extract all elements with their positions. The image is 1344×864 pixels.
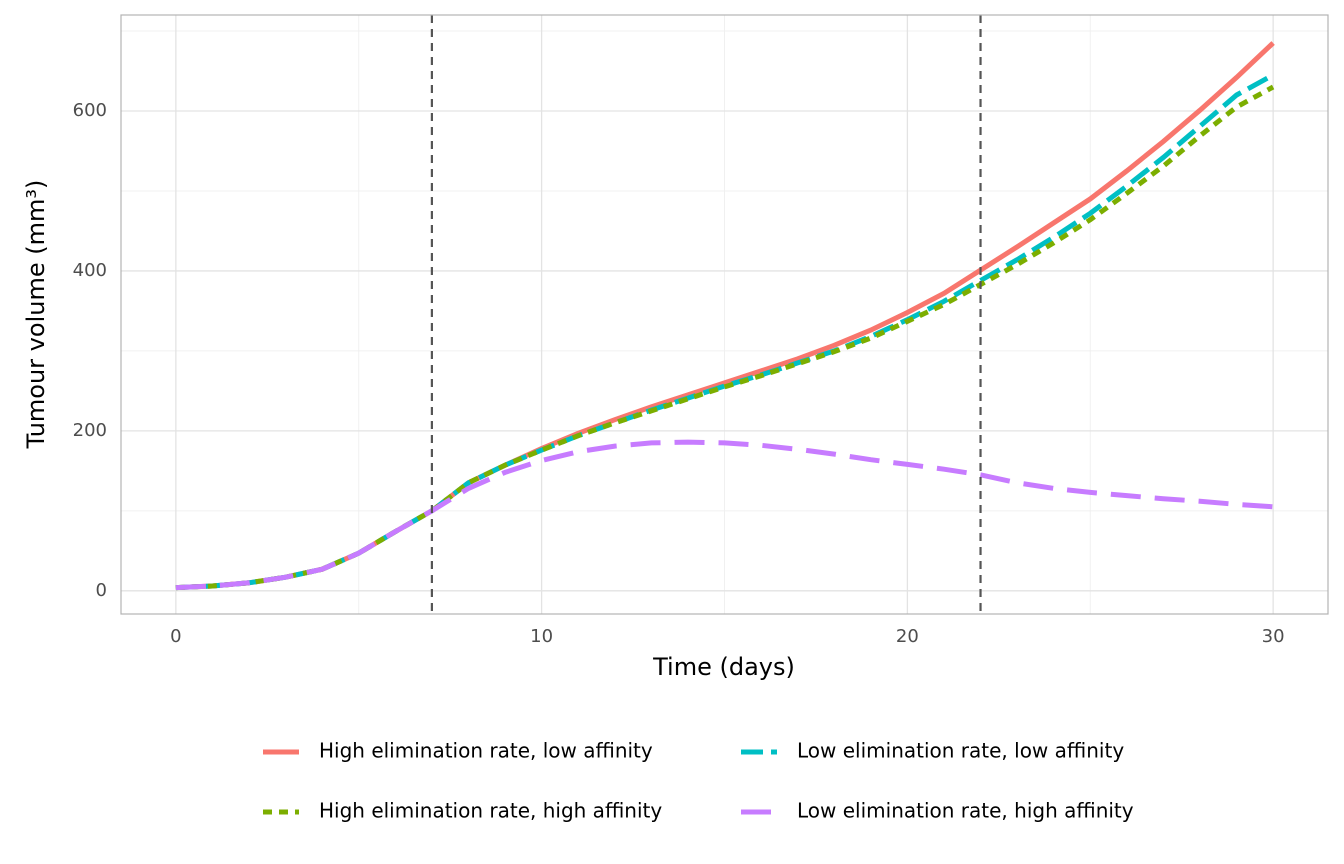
x-tick-label: 30 (1262, 626, 1285, 647)
y-tick-label: 0 (96, 580, 107, 601)
x-tick-label: 0 (170, 626, 181, 647)
y-tick-label: 400 (73, 260, 107, 281)
panel-border (120, 14, 1329, 615)
x-tick-label: 10 (530, 626, 553, 647)
x-axis-title: Time (days) (652, 653, 795, 681)
legend-label: Low elimination rate, low affinity (797, 739, 1124, 763)
y-tick-label: 600 (73, 100, 107, 121)
legend-label: Low elimination rate, high affinity (797, 799, 1134, 823)
x-tick-label: 20 (896, 626, 919, 647)
series-line (175, 439, 1274, 591)
legend-label: High elimination rate, high affinity (319, 799, 662, 823)
series-line (175, 84, 1275, 591)
y-axis-title: Tumour volume (mm³) (22, 180, 50, 450)
legend-label: High elimination rate, low affinity (319, 739, 653, 763)
y-tick-label: 200 (73, 420, 107, 441)
